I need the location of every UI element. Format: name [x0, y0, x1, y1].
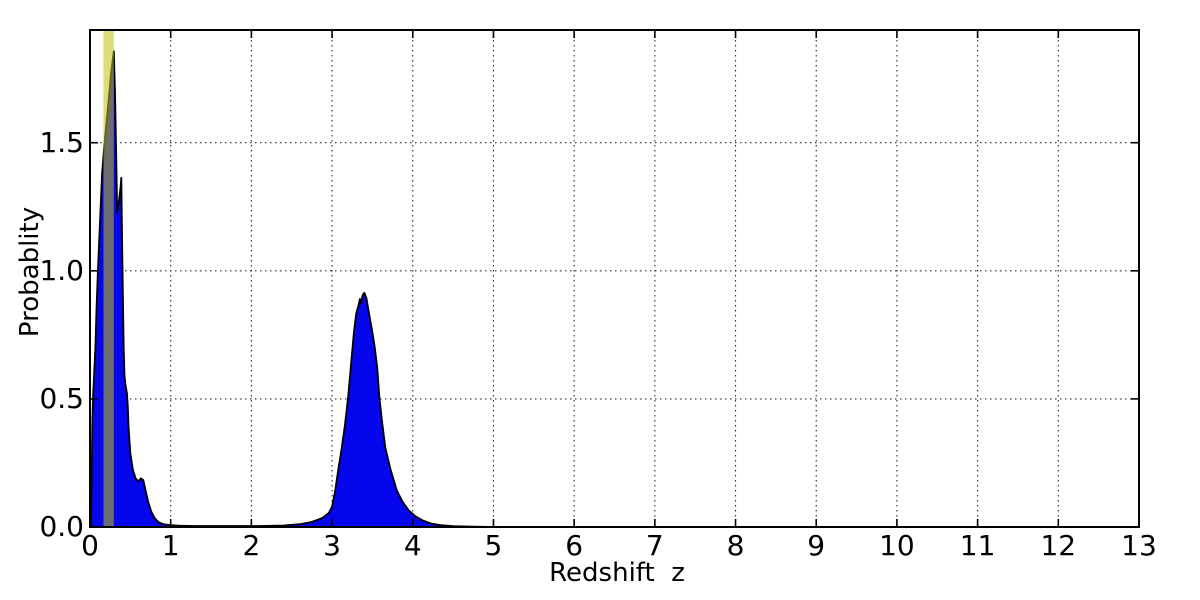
y-tick-label: 0.5 — [39, 381, 84, 415]
probability-curve-area — [89, 50, 1140, 528]
x-tick-label: 4 — [403, 529, 422, 562]
x-tick-label: 8 — [726, 529, 745, 562]
y-tick-label: 0.0 — [39, 510, 84, 543]
x-tick-label: 0 — [81, 529, 99, 562]
x-tick-label: 5 — [484, 529, 503, 562]
x-tick-label: 10 — [879, 529, 915, 562]
x-tick-label: 11 — [959, 529, 996, 562]
x-axis-label: Redshift z — [549, 558, 685, 588]
plot-frame — [89, 29, 1140, 528]
x-tick-label: 3 — [323, 529, 341, 562]
y-tick-label: 1.0 — [39, 253, 84, 287]
x-tick-label: 7 — [645, 529, 664, 562]
x-tick-label: 2 — [242, 529, 261, 562]
x-tick-label: 13 — [1121, 529, 1157, 562]
x-tick-label: 9 — [807, 529, 826, 562]
x-tick-label: 6 — [565, 529, 584, 562]
y-tick-label: 1.5 — [39, 125, 84, 159]
vertical-highlight-band — [103, 31, 114, 526]
x-tick-label: 1 — [161, 529, 180, 562]
x-tick-label: 12 — [1040, 529, 1077, 562]
